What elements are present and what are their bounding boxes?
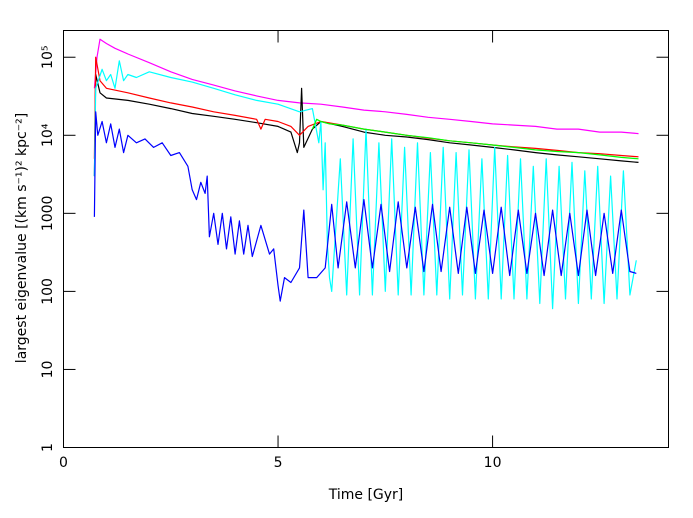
x-axis-label: Time [Gyr]	[328, 487, 404, 503]
series-line	[93, 38, 639, 135]
plot-frame	[63, 30, 669, 448]
x-tick-label: 0	[59, 455, 68, 471]
x-tick-label: 10	[484, 455, 502, 471]
y-tick-label: 10⁴	[40, 123, 56, 147]
series-line	[93, 60, 637, 310]
y-tick-label: 10⁵	[40, 46, 56, 69]
y-tick-label: 100	[40, 278, 56, 305]
series-line	[93, 111, 637, 302]
y-tick-label: 1000	[40, 196, 56, 232]
x-tick-label: 5	[274, 455, 283, 471]
series-line	[311, 118, 639, 160]
y-axis-label: largest eigenvalue [(km s⁻¹)² kpc⁻²]	[14, 113, 30, 363]
y-tick-label: 1	[40, 443, 56, 452]
y-tick-label: 10	[40, 361, 56, 379]
series-line	[93, 73, 639, 177]
series-line	[93, 56, 639, 159]
